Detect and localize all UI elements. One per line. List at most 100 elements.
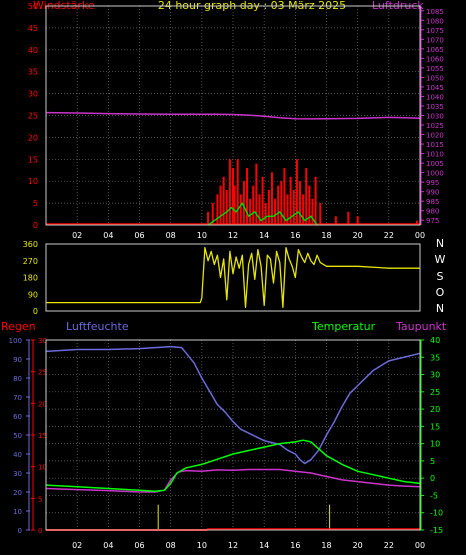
wind-direction-plot-frame	[45, 243, 421, 312]
humidity-axis: 0 10 20 30 40 50 60 70 80 90 100	[9, 337, 30, 535]
wind-speed-tick-label: 20	[28, 133, 38, 142]
pressure-tick-label: 1050	[426, 74, 444, 82]
direction-tick-label: 180	[23, 274, 38, 283]
temperature-tick-label: 5	[430, 457, 435, 466]
time-tick-label: 12	[228, 231, 238, 240]
time-axis-bottom: 02 04 06 08 10 12 14 16 18 20 22 00	[72, 541, 425, 550]
time-tick-label: 22	[384, 541, 394, 550]
time-tick-label: 20	[353, 541, 363, 550]
pressure-axis: 9759809859909951000100510101015102010251…	[420, 6, 444, 225]
rain-label: Regen	[1, 320, 36, 333]
pressure-tick-label: 975	[426, 217, 439, 225]
pressure-tick-label: 1060	[426, 55, 444, 63]
wind-direction-line	[46, 247, 420, 308]
time-tick-label: 18	[321, 541, 331, 550]
temperature-axis: -15 -10 -5 0 5 10 15 20 25 30 35 40	[420, 336, 443, 535]
humidity-tick-label: 90	[13, 356, 22, 364]
wind-speed-tick-label: 15	[28, 155, 38, 164]
humidity-tick-label: 100	[9, 337, 22, 345]
pressure-tick-label: 1005	[426, 160, 444, 168]
direction-tick-label: 90	[28, 290, 38, 299]
time-tick-label: 08	[166, 231, 176, 240]
wind-direction-axis: 0 90 180 270 360	[23, 240, 38, 316]
humidity-tick-label: 0	[18, 527, 22, 535]
pressure-tick-label: 1075	[426, 27, 444, 35]
compass-letter-n: N	[436, 237, 444, 250]
humidity-tick-label: 50	[13, 432, 22, 440]
time-tick-label: 06	[134, 231, 144, 240]
wind-pressure-lines	[45, 111, 421, 226]
temperature-label: Temperatur	[311, 320, 376, 333]
time-tick-label: 04	[103, 231, 113, 240]
compass-letter-s: S	[437, 270, 444, 283]
rain-bars	[157, 504, 331, 530]
pressure-tick-label: 1010	[426, 151, 444, 159]
time-tick-label: 14	[259, 231, 269, 240]
pressure-tick-label: 1000	[426, 170, 444, 178]
time-tick-label: 08	[166, 541, 176, 550]
direction-tick-label: 360	[23, 240, 38, 249]
wind-speed-tick-label: 35	[28, 68, 38, 77]
time-tick-label: 10	[197, 541, 207, 550]
temperature-tick-label: 15	[430, 422, 440, 431]
rain-humidity-temperature-plot-frame	[45, 339, 421, 531]
pressure-tick-label: 1085	[426, 8, 444, 16]
humidity-line	[45, 345, 421, 465]
pressure-tick-label: 995	[426, 179, 439, 187]
pressure-tick-label: 1080	[426, 17, 444, 25]
time-tick-label: 02	[72, 541, 82, 550]
humidity-tick-label: 40	[13, 451, 22, 459]
dewpoint-label: Taupunkt	[395, 320, 447, 333]
wind-speed-tick-label: 40	[28, 46, 38, 55]
time-tick-label: 00	[415, 541, 425, 550]
time-tick-label: 02	[72, 231, 82, 240]
humidity-label: Luftfeuchte	[66, 320, 129, 333]
temperature-tick-label: 40	[430, 336, 440, 345]
wind-speed-tick-label: 10	[28, 177, 38, 186]
temperature-tick-label: 0	[430, 474, 435, 483]
temperature-tick-label: -15	[430, 526, 443, 535]
wind-direction-line	[46, 247, 420, 308]
time-tick-label: 00	[415, 231, 425, 240]
pressure-tick-label: 1065	[426, 46, 444, 54]
humidity-tick-label: 20	[13, 489, 22, 497]
pressure-tick-label: 1025	[426, 122, 444, 130]
humidity-tick-label: 70	[13, 394, 22, 402]
temperature-line	[45, 439, 421, 493]
wind-speed-tick-label: 30	[28, 90, 38, 99]
pressure-line	[45, 111, 421, 120]
pressure-tick-label: 1055	[426, 65, 444, 73]
pressure-tick-label: 1035	[426, 103, 444, 111]
temperature-tick-label: -5	[430, 491, 438, 500]
pressure-tick-label: 1030	[426, 113, 444, 121]
rain-tick-label: 20	[38, 400, 47, 408]
time-tick-label: 18	[321, 231, 331, 240]
wind-speed-tick-label: 25	[28, 112, 38, 121]
temperature-tick-label: 35	[430, 353, 440, 362]
time-axis-top: 02 04 06 08 10 12 14 16 18 20 22 00	[72, 231, 425, 240]
compass-letter-n: N	[436, 302, 444, 315]
humidity-tick-label: 80	[13, 375, 22, 383]
humidity-tick-label: 10	[13, 508, 22, 516]
time-tick-label: 12	[228, 541, 238, 550]
rain-tick-label: 25	[38, 369, 47, 377]
time-tick-label: 22	[384, 231, 394, 240]
rain-axis: 0 5 10 15 20 25 30	[31, 337, 47, 535]
rain-tick-label: 15	[38, 432, 47, 440]
wind-speed-axis: 0 5 10 15 20 25 30 35 40 45 50	[28, 2, 38, 230]
time-tick-label: 20	[353, 231, 363, 240]
pressure-tick-label: 1045	[426, 84, 444, 92]
wind-speed-tick-label: 50	[28, 2, 38, 11]
rain-tick-label: 5	[38, 495, 42, 503]
rain-tick-label: 10	[38, 464, 47, 472]
pressure-tick-label: 985	[426, 198, 439, 206]
humidity-tick-label: 60	[13, 413, 22, 421]
compass-letter-w: W	[435, 253, 446, 266]
dewpoint-line	[45, 468, 421, 493]
temperature-tick-label: 25	[430, 388, 440, 397]
wind-speed-tick-label: 0	[33, 221, 38, 230]
pressure-tick-label: 1015	[426, 141, 444, 149]
time-tick-label: 16	[290, 541, 300, 550]
